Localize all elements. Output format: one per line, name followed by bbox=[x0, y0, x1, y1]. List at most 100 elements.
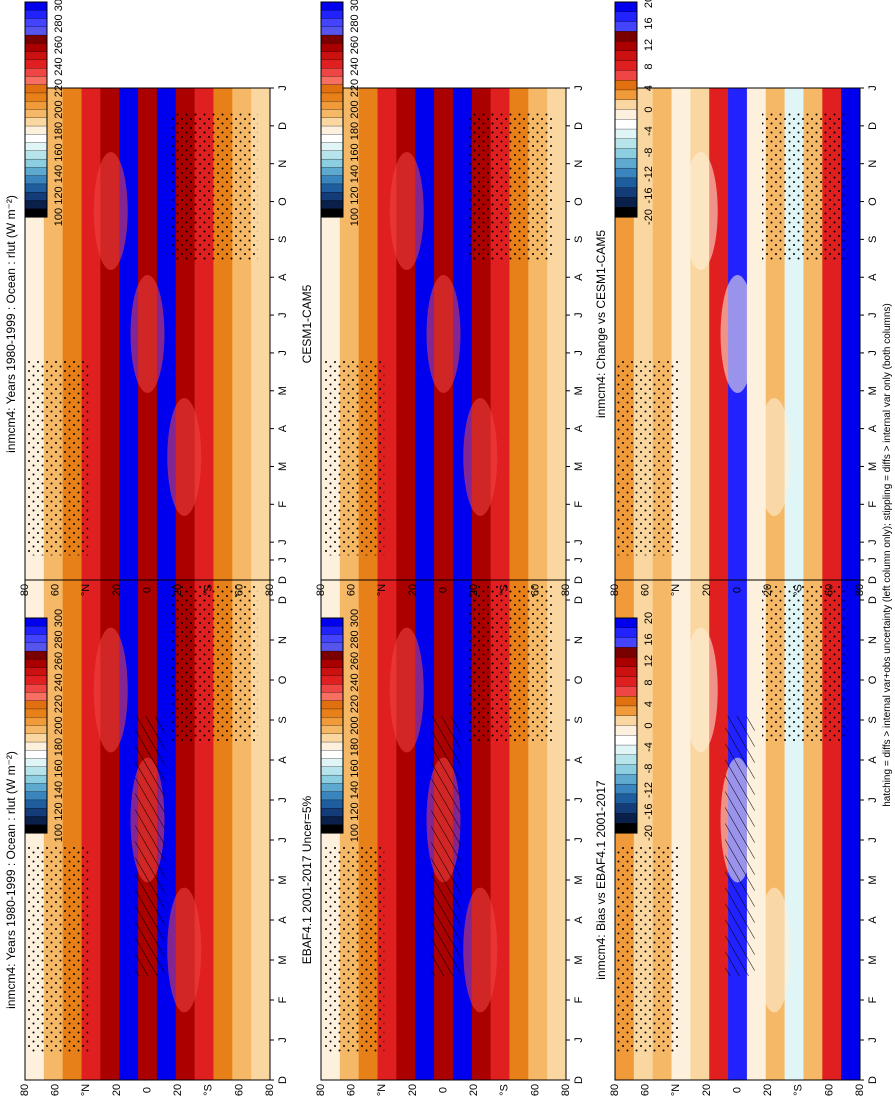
colorbar-tick: 220 bbox=[349, 79, 361, 97]
stippling bbox=[762, 112, 848, 261]
colorbar-swatch bbox=[24, 667, 48, 677]
colorbar-swatch bbox=[614, 70, 638, 81]
colorbar-tick: 300 bbox=[53, 0, 65, 11]
colorbar-tick: 300 bbox=[53, 609, 65, 627]
lat-label: 60 bbox=[640, 1084, 652, 1096]
seasonal-blob bbox=[167, 397, 202, 517]
panel-title-5: inmcm4: Bias vs EBAF4.1 2001-2017 bbox=[594, 780, 608, 980]
colorbar-swatch bbox=[614, 735, 638, 746]
colorbar-swatch bbox=[320, 134, 344, 144]
month-label: S bbox=[277, 716, 289, 723]
month-label: M bbox=[867, 386, 879, 395]
colorbar-swatch bbox=[24, 750, 48, 760]
colorbar-swatch bbox=[24, 799, 48, 809]
colorbar-tick: 300 bbox=[349, 0, 361, 11]
heatmap-panel-6: D J F M A M J J A S O N D J 80 60 °N 20 0 20 °S 60 80 bbox=[609, 85, 879, 596]
panel-frame bbox=[614, 87, 861, 581]
colorbar-frame bbox=[24, 617, 48, 834]
colorbar-swatch bbox=[24, 617, 48, 627]
colorbar-swatch bbox=[614, 774, 638, 785]
seasonal-blob bbox=[757, 887, 792, 1013]
month-label: O bbox=[277, 197, 289, 206]
month-label: F bbox=[867, 996, 879, 1003]
month-label: A bbox=[573, 756, 585, 764]
month-label: N bbox=[277, 160, 289, 168]
month-label: A bbox=[867, 273, 879, 281]
colorbar-swatch bbox=[320, 659, 344, 669]
seasonal-blob bbox=[93, 627, 128, 753]
colorbar-swatch bbox=[320, 43, 344, 53]
colorbar-swatch bbox=[614, 89, 638, 101]
month-label: D bbox=[867, 596, 879, 604]
stippling bbox=[617, 846, 679, 1054]
colorbar-swatch bbox=[320, 68, 344, 77]
colorbar-tick: 240 bbox=[53, 673, 65, 691]
lat-label: 0 bbox=[731, 1087, 743, 1093]
colorbar-tick: 260 bbox=[349, 652, 361, 670]
colorbar-swatch bbox=[24, 774, 48, 784]
hatching bbox=[725, 716, 755, 976]
colorbar-frame bbox=[24, 1, 48, 218]
colorbar-swatch bbox=[24, 68, 48, 77]
lat-label: 80 bbox=[264, 1084, 276, 1096]
colorbar-swatch bbox=[320, 675, 344, 685]
colorbar-tick: 220 bbox=[53, 695, 65, 713]
colorbar-tick: 160 bbox=[349, 759, 361, 777]
colorbar-frame bbox=[320, 617, 344, 834]
colorbar-tick: -12 bbox=[643, 782, 655, 798]
lat-label: 20 bbox=[762, 1084, 774, 1096]
month-label: M bbox=[277, 386, 289, 395]
lat-label: °N bbox=[670, 584, 682, 596]
colorbar-swatch bbox=[320, 725, 344, 735]
panel-frame bbox=[320, 87, 567, 581]
colorbar-swatch bbox=[320, 741, 344, 751]
colorbar-2: 300 280 260 240 220 200 180 160 140 120 100 bbox=[24, 0, 65, 226]
lat-label: 60 bbox=[823, 1084, 835, 1096]
colorbar-tick: 8 bbox=[643, 679, 655, 685]
colorbar-tick: 220 bbox=[349, 695, 361, 713]
month-label: N bbox=[867, 636, 879, 644]
month-label: J bbox=[573, 539, 585, 545]
colorbar-swatch bbox=[614, 823, 638, 834]
colorbar-swatch bbox=[320, 634, 344, 644]
colorbar-swatch bbox=[614, 754, 638, 766]
colorbar-swatch bbox=[614, 80, 638, 91]
month-label: J bbox=[867, 350, 879, 356]
colorbar-3: 300 280 260 240 220 200 180 160 140 120 100 bbox=[320, 609, 361, 842]
colorbar-swatch bbox=[614, 197, 638, 208]
colorbar-swatch bbox=[320, 150, 344, 160]
colorbar-tick: 200 bbox=[53, 100, 65, 118]
month-label: A bbox=[867, 916, 879, 924]
colorbar-swatch bbox=[24, 18, 48, 28]
colorbar-tick: 220 bbox=[53, 79, 65, 97]
lat-label: °S bbox=[499, 584, 511, 596]
colorbar-swatch bbox=[320, 18, 344, 28]
lat-label: 80 bbox=[315, 1084, 327, 1096]
month-label: A bbox=[573, 916, 585, 924]
colorbar-swatch bbox=[320, 650, 344, 660]
colorbar-swatch bbox=[24, 150, 48, 160]
colorbar-swatch bbox=[24, 634, 48, 644]
lat-label: 80 bbox=[854, 584, 866, 596]
month-label: O bbox=[573, 197, 585, 206]
colorbar-swatch bbox=[320, 733, 344, 743]
colorbar-swatch bbox=[614, 21, 638, 32]
month-label: A bbox=[867, 756, 879, 764]
month-label: J bbox=[573, 797, 585, 803]
colorbar-swatch bbox=[24, 816, 48, 826]
colorbar-tick: 260 bbox=[53, 36, 65, 54]
lat-label: °N bbox=[670, 1084, 682, 1096]
month-label: D bbox=[867, 122, 879, 130]
colorbar-swatch bbox=[320, 183, 344, 193]
colorbar-swatch bbox=[24, 733, 48, 743]
month-label: J bbox=[277, 539, 289, 545]
colorbar-swatch bbox=[320, 642, 344, 652]
colorbar-swatch bbox=[614, 725, 638, 736]
month-label: A bbox=[277, 273, 289, 281]
colorbar-swatch bbox=[24, 167, 48, 177]
month-label: S bbox=[573, 716, 585, 723]
lat-label: °N bbox=[80, 584, 92, 596]
month-label: J bbox=[277, 837, 289, 843]
colorbar-swatch bbox=[320, 59, 344, 69]
colorbar-swatch bbox=[24, 109, 48, 119]
